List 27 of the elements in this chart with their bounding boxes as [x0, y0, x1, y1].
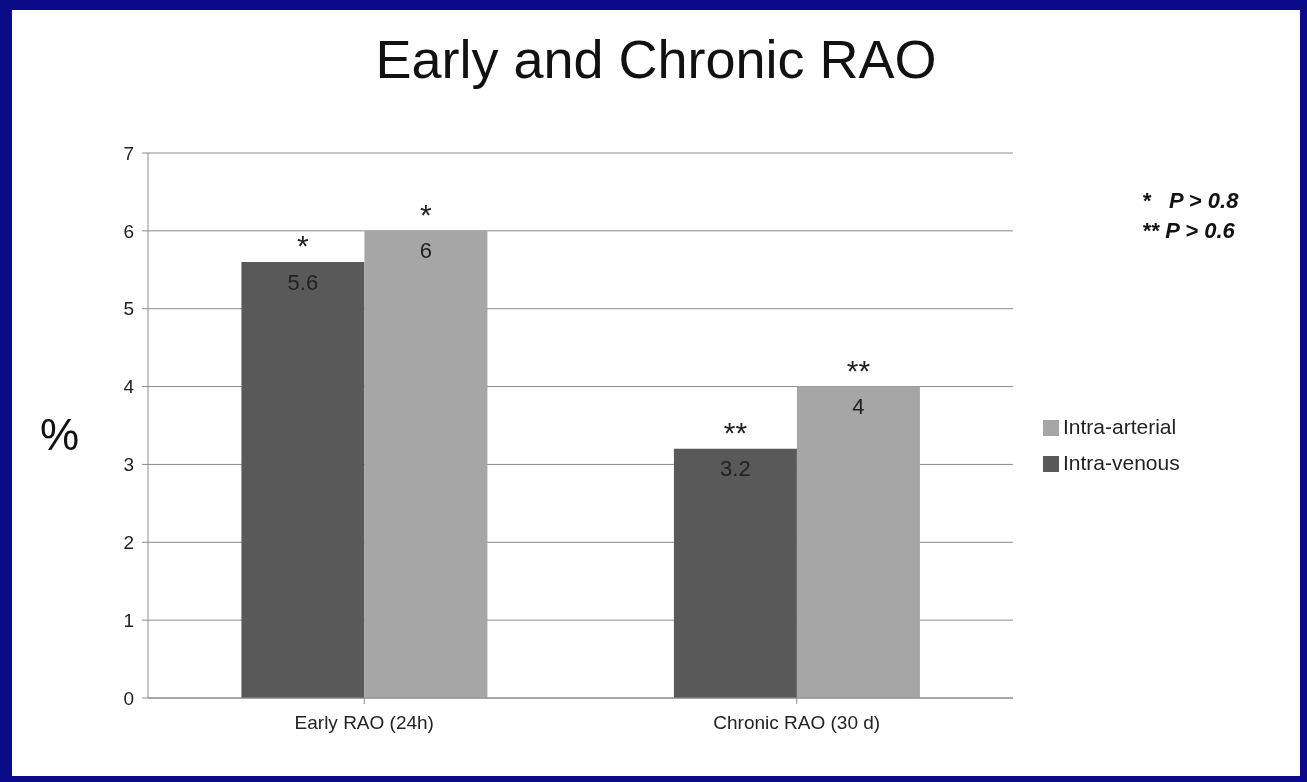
chart-title: Early and Chronic RAO — [374, 28, 938, 90]
y-tick-label: 2 — [123, 532, 134, 554]
y-tick-label: 5 — [123, 298, 134, 320]
bar — [241, 262, 365, 698]
legend-label: Intra-venous — [1063, 451, 1180, 474]
y-tick-label: 4 — [123, 376, 135, 398]
annotation: * — [420, 197, 433, 231]
data-label: 4 — [852, 394, 865, 420]
bar — [673, 448, 797, 698]
x-tick-label: Chronic RAO (30 d) — [713, 712, 881, 734]
x-tick-label: Early RAO (24h) — [294, 712, 434, 734]
bar — [364, 230, 488, 698]
annotation: ** — [723, 415, 748, 449]
data-label: 6 — [419, 238, 433, 264]
y-tick-label: 0 — [123, 687, 134, 709]
legend-label: Intra-arterial — [1063, 415, 1177, 438]
data-label: 5.6 — [287, 269, 319, 295]
y-axis-title: % — [40, 410, 80, 460]
y-tick-label: 7 — [123, 142, 134, 164]
text: ** P > 0.6 — [1142, 217, 1236, 245]
bar — [796, 386, 920, 698]
text: * P > 0.8 — [1142, 187, 1239, 215]
y-tick-label: 1 — [123, 609, 134, 631]
annotation: * — [297, 229, 310, 262]
y-tick-label: 3 — [123, 454, 134, 476]
y-tick-label: 6 — [123, 220, 134, 242]
annotation: ** — [846, 353, 871, 387]
